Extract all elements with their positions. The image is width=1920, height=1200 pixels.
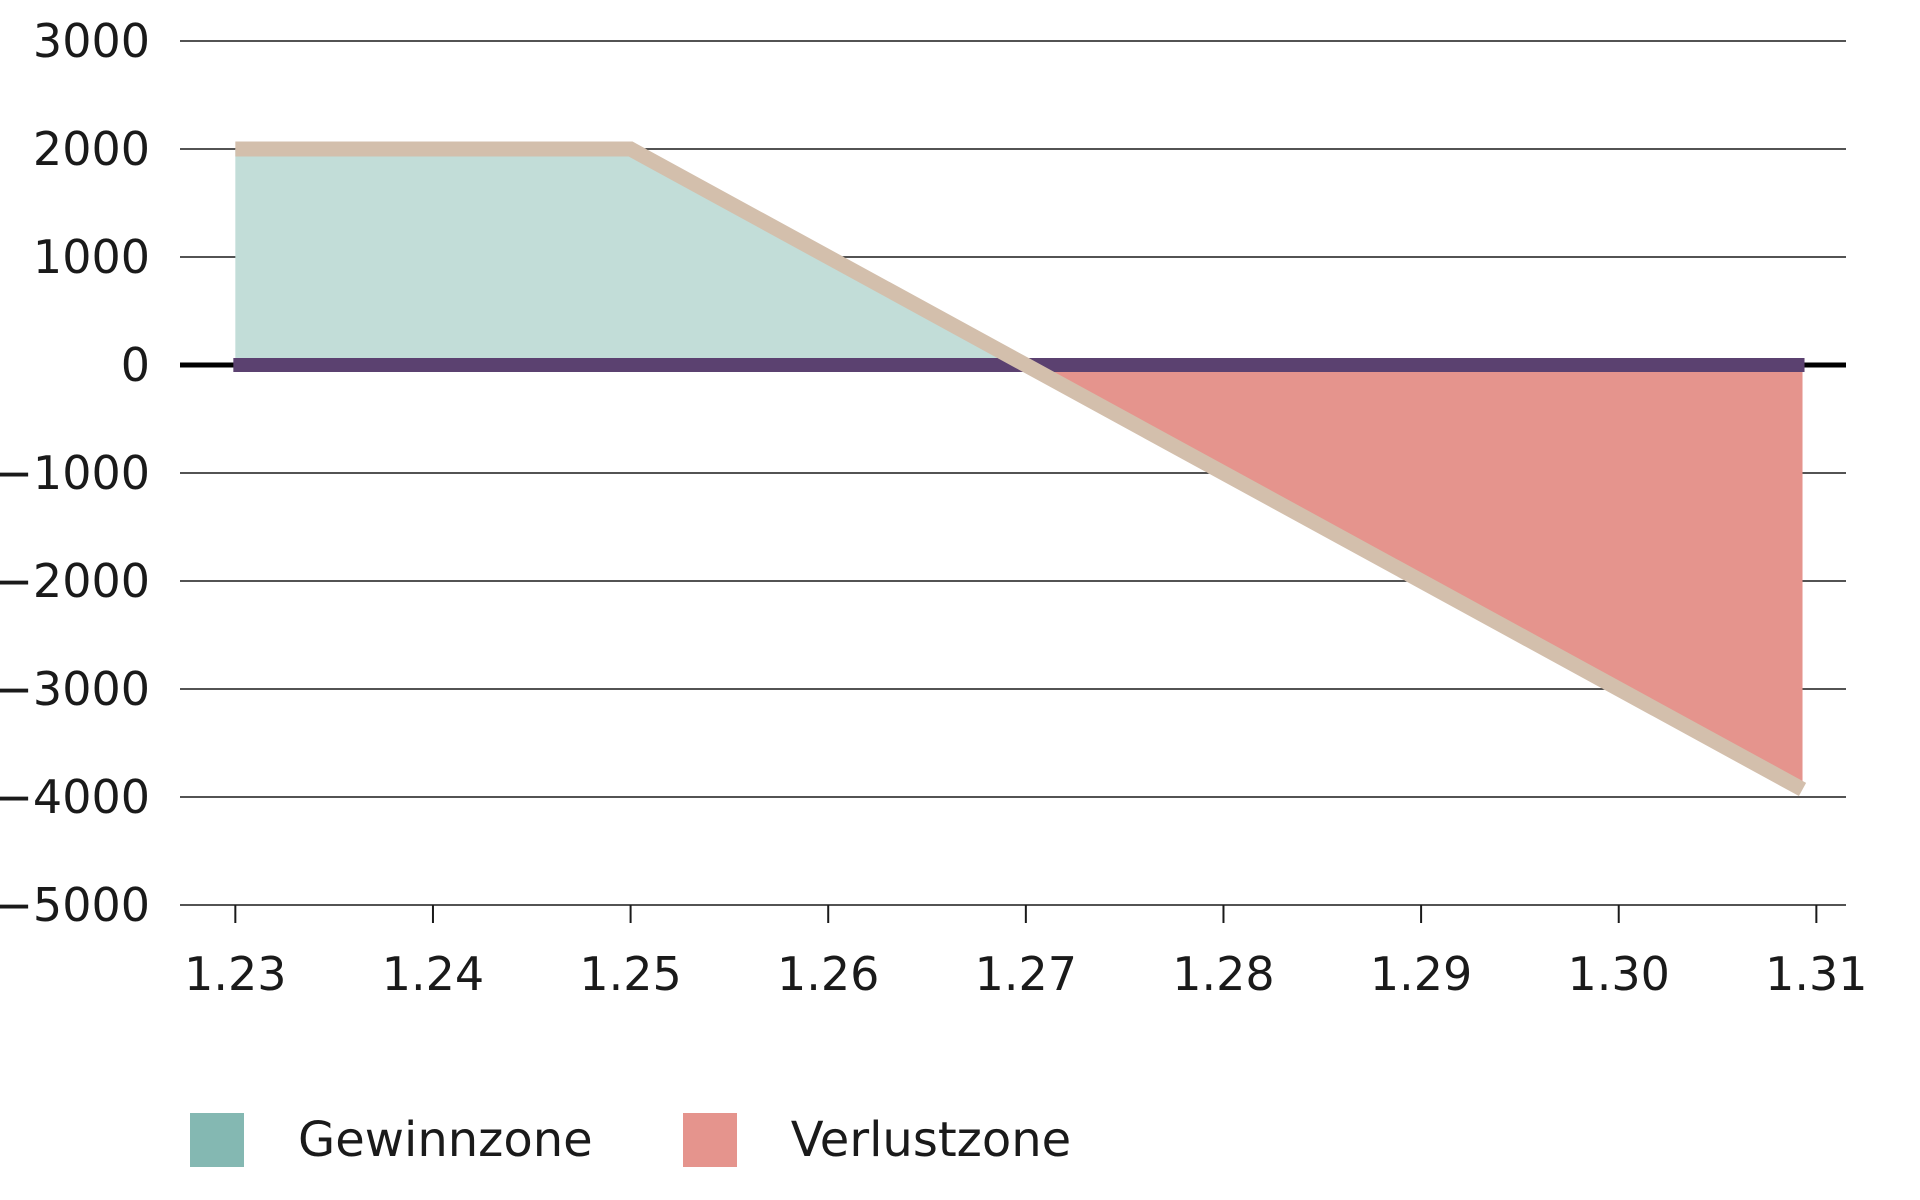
x-tick-label-1.29: 1.29 (1370, 947, 1472, 1001)
x-tick-label-1.23: 1.23 (184, 947, 286, 1001)
y-tick-label-2000: 2000 (33, 122, 150, 176)
y-tick-label-0: 0 (121, 338, 150, 392)
payoff-line (235, 141, 1807, 797)
legend-swatch-verlustzone (682, 1113, 737, 1167)
y-tick-label--4000: −4000 (0, 770, 150, 824)
profit-zone-area (235, 149, 1026, 365)
tick-labels: 3000 2000 1000 0 −1000 −2000 −3000 −4000 −5000 1.… (0, 14, 1868, 1001)
x-tick-label-1.24: 1.24 (382, 947, 484, 1001)
x-tick-label-1.28: 1.28 (1172, 947, 1274, 1001)
x-tick-label-1.26: 1.26 (777, 947, 879, 1001)
y-tick-label-1000: 1000 (33, 230, 150, 284)
x-tick-label-1.31: 1.31 (1765, 947, 1867, 1001)
y-tick-label--3000: −3000 (0, 662, 150, 716)
x-tick-label-1.27: 1.27 (975, 947, 1077, 1001)
legend-label-gewinnzone: Gewinnzone (298, 1112, 593, 1168)
payoff-series (235, 141, 1807, 797)
y-tick-label--1000: −1000 (0, 446, 150, 500)
legend-item-verlustzone: Verlustzone (682, 1112, 1072, 1168)
y-tick-label-3000: 3000 (33, 14, 150, 68)
x-tick-label-1.25: 1.25 (579, 947, 681, 1001)
x-tick-label-1.30: 1.30 (1568, 947, 1670, 1001)
legend-swatch-gewinnzone (190, 1113, 244, 1167)
y-tick-label--2000: −2000 (0, 554, 150, 608)
legend-label-verlustzone: Verlustzone (790, 1112, 1072, 1168)
legend-item-gewinnzone: Gewinnzone (190, 1112, 593, 1168)
y-tick-label--5000: −5000 (0, 878, 150, 932)
axis-ticks (234, 905, 1818, 923)
zone-fills (235, 149, 1803, 790)
legend: Gewinnzone Verlustzone (190, 1112, 1161, 1168)
